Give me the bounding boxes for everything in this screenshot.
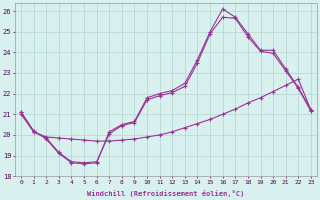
X-axis label: Windchill (Refroidissement éolien,°C): Windchill (Refroidissement éolien,°C) <box>87 190 244 197</box>
